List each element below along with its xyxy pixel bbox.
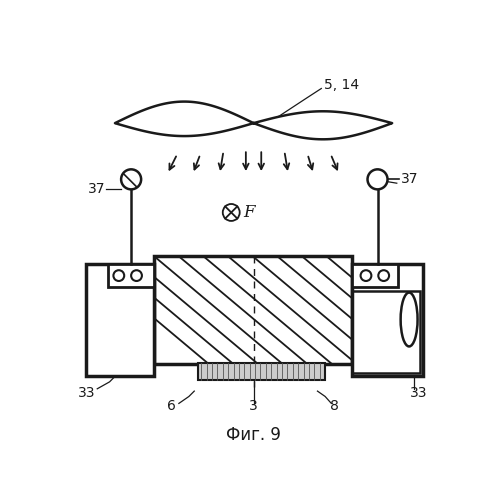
Text: 6: 6 — [166, 400, 175, 413]
Polygon shape — [86, 264, 154, 376]
Text: Фиг. 9: Фиг. 9 — [226, 426, 281, 444]
Polygon shape — [115, 102, 253, 136]
Circle shape — [121, 170, 141, 190]
Polygon shape — [253, 112, 392, 140]
Text: 33: 33 — [411, 386, 428, 400]
Polygon shape — [198, 362, 325, 380]
Circle shape — [367, 170, 388, 190]
Polygon shape — [352, 264, 398, 287]
Text: 33: 33 — [78, 386, 95, 400]
Text: 37: 37 — [401, 172, 418, 186]
Text: 8: 8 — [330, 400, 339, 413]
Polygon shape — [108, 264, 154, 287]
Text: 3: 3 — [249, 400, 258, 413]
Text: F: F — [244, 204, 255, 221]
Text: 37: 37 — [88, 182, 105, 196]
Text: 5, 14: 5, 14 — [324, 78, 359, 92]
Polygon shape — [352, 264, 423, 376]
